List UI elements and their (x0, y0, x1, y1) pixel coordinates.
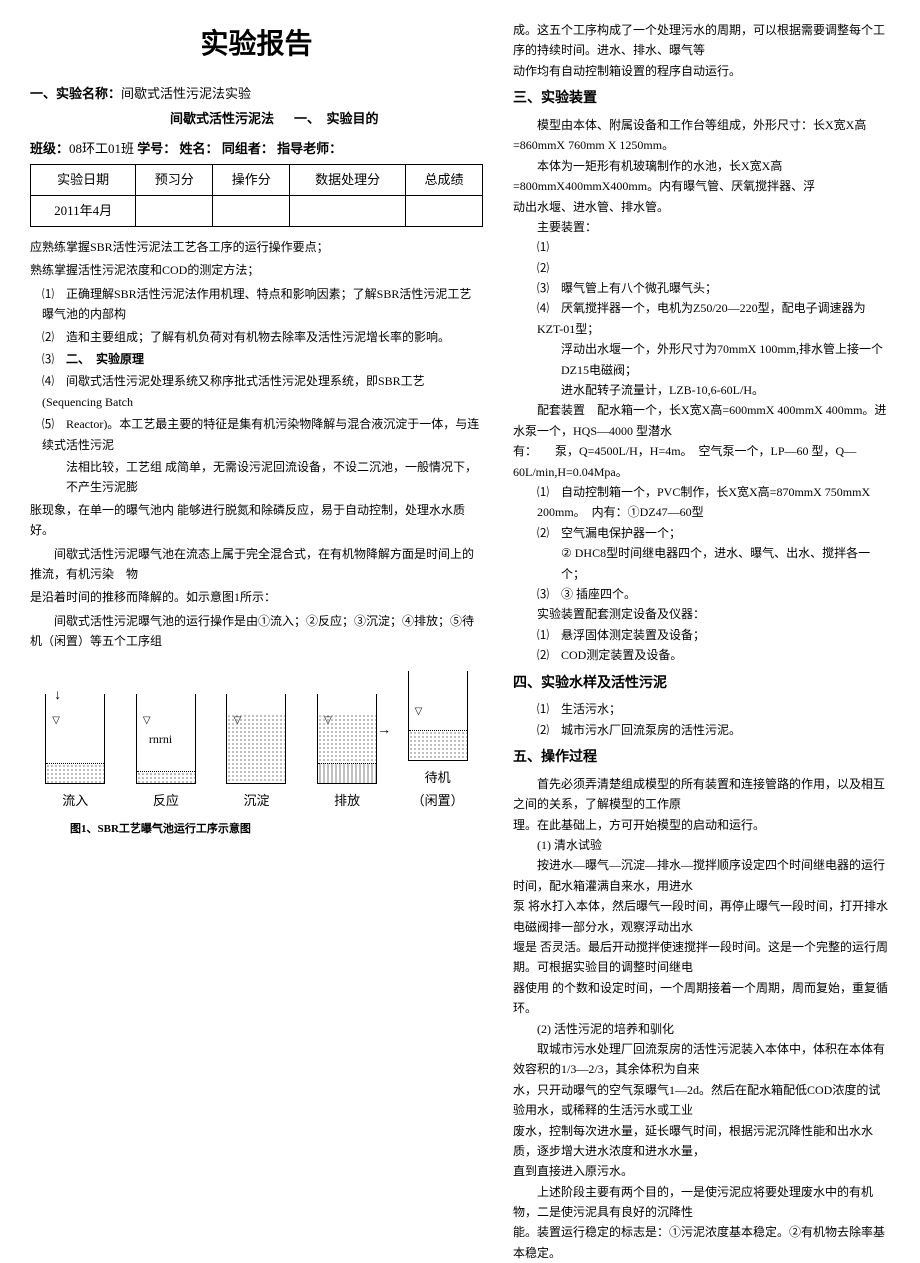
r-li5-2: ⑵空气漏电保护器一个； (537, 523, 890, 543)
r-p11b: 能。装置运行稳定的标志是：①污泥浓度基本稳定。②有机物去除率基本稳定。 (513, 1222, 890, 1263)
th-data: 数据处理分 (290, 164, 406, 195)
tank-react: ▽ rnrni (136, 694, 196, 784)
r-p1: 模型由本体、附属设备和工作台等组成，外形尺寸：长X宽X高=860mmX 760m… (513, 115, 890, 156)
th-date: 实验日期 (31, 164, 136, 195)
section-3: 三、实验装置 (513, 86, 890, 110)
subtitle-line: 间歇式活性污泥法 一、 实验目的 (30, 108, 483, 130)
tank-inflow: ↓ ▽ (45, 694, 105, 784)
numbered-3: ⑶二、 实验原理 (42, 349, 483, 369)
r-p0b: 动作均有自动控制箱设置的程序自动运行。 (513, 61, 890, 81)
r-li6-1: ⑴悬浮固体测定装置及设备； (537, 625, 890, 645)
experiment-name-line: 一、实验名称：间歇式活性污泥法实验 (30, 83, 483, 105)
numbered-5b: 法相比较，工艺组 成简单，无需设污泥回流设备，不设二沉池，一般情况下，不产生污泥… (66, 457, 483, 498)
numbered-4: ⑷间歇式活性污泥处理系统又称序批式活性污泥处理系统，即SBR工艺 (Sequen… (42, 371, 483, 412)
r-p10b: 水，只开动曝气的空气泵曝气1—2d。然后在配水箱配低COD浓度的试验用水，或稀释… (513, 1080, 890, 1121)
td-data (290, 195, 406, 226)
r-p2b: 动出水堰、进水管、排水管。 (513, 197, 890, 217)
r-p4a: 配套装置 配水箱一个，长X宽X高=600mmX 400mmX 400mm。进水泵… (513, 400, 890, 441)
r-p6: 首先必须弄清楚组成模型的所有装置和连接管路的作用，以及相互之间的关系，了解模型的… (513, 774, 890, 815)
r-p6b: 理。在此基础上，方可开始模型的启动和运行。 (513, 815, 890, 835)
para-principle-3: 是沿着时间的推移而降解的。如示意图1所示： (30, 587, 483, 607)
para-objective-2: 熟练掌握活性污泥浓度和COD的测定方法； (30, 260, 483, 280)
left-column: 实验报告 一、实验名称：间歇式活性污泥法实验 间歇式活性污泥法 一、 实验目的 … (30, 20, 503, 714)
tank-idle: ▽ (408, 671, 468, 761)
para-principle-1: 胀现象，在单一的曝气池内 能够进行脱氮和除磷反应，易于自动控制，处理水水质好。 (30, 500, 483, 541)
grade-table: 实验日期 预习分 操作分 数据处理分 总成绩 2011年4月 (30, 164, 483, 227)
student-info-row: 班级：08环工01班 学号： 姓名： 同组者： 指导老师： (30, 138, 483, 160)
r-p8b: 泵 将水打入本体，然后曝气一段时间，再停止曝气一段时间，打开排水电磁阀排一部分水… (513, 896, 890, 937)
r-li2: ⑵ (537, 258, 890, 278)
para-principle-2: 间歇式活性污泥曝气池在流态上属于完全混合式，在有机物降解方面是时间上的推流，有机… (30, 544, 483, 585)
r-li3: ⑶曝气管上有八个微孔曝气头； (537, 278, 890, 298)
r-p10c: 废水，控制每次进水量，延长曝气时间，根据污泥沉降性能和出水水质，逐步增大进水浓度… (513, 1121, 890, 1162)
r-p3: 主要装置： (513, 217, 890, 237)
r-p9: (2) 活性污泥的培养和驯化 (513, 1019, 890, 1039)
r-p8: 按进水—曝气—沉淀—排水—搅拌顺序设定四个时间继电器的运行时间，配水箱灌满自来水… (513, 855, 890, 896)
r-li4c: 进水配转子流量计，LZB-10,6-60L/H。 (561, 380, 890, 400)
r-li7-2: ⑵城市污水厂回流泵房的活性污泥。 (537, 720, 890, 740)
th-total: 总成绩 (405, 164, 482, 195)
td-operation (213, 195, 290, 226)
th-preview: 预习分 (136, 164, 213, 195)
r-li5-1: ⑴自动控制箱一个，PVC制作，长X宽X高=870mmX 750mmX 200mm… (537, 482, 890, 523)
tank-settle: ▽ (226, 694, 286, 784)
r-li5-3: ⑶③ 插座四个。 (537, 584, 890, 604)
r-p5: 实验装置配套测定设备及仪器： (513, 604, 890, 624)
right-column: 成。这五个工序构成了一个处理污水的周期，可以根据需要调整每个工序的持续时间。进水… (503, 20, 890, 714)
numbered-1: ⑴正确理解SBR活性污泥法作用机理、特点和影响因素；了解SBR活性污泥工艺曝气池… (42, 284, 483, 325)
r-li4: ⑷厌氧搅拌器一个，电机为Z50/20—220型，配电子调速器为KZT-01型； (537, 298, 890, 339)
r-p7: (1) 清水试验 (513, 835, 890, 855)
section-4: 四、实验水样及活性污泥 (513, 671, 890, 695)
r-p8d: 器使用 的个数和设定时间，一个周期接着一个周期，周而复始，重复循环。 (513, 978, 890, 1019)
r-li4b: 浮动出水堰一个，外形尺寸为70mmX 100mm,排水管上接一个DZ15电磁阀； (561, 339, 890, 380)
tank-diagram: ↓ ▽ 流入 ▽ rnrni 反应 ▽ 沉淀 ▽ → (30, 671, 483, 811)
main-title: 实验报告 (30, 20, 483, 68)
r-p10: 取城市污水处理厂回流泵房的活性污泥装入本体中，体积在本体有效容积的1/3—2/3… (513, 1039, 890, 1080)
r-p0: 成。这五个工序构成了一个处理污水的周期，可以根据需要调整每个工序的持续时间。进水… (513, 20, 890, 61)
r-li7-1: ⑴生活污水； (537, 699, 890, 719)
numbered-5: ⑸Reactor)。本工艺最主要的特征是集有机污染物降解与混合液沉淀于一体，与连… (42, 414, 483, 455)
r-p8c: 堰是 否灵活。最后开动搅拌使速搅拌一段时间。这是一个完整的运行周期。可根据实验目… (513, 937, 890, 978)
td-preview (136, 195, 213, 226)
th-operation: 操作分 (213, 164, 290, 195)
numbered-2: ⑵造和主要组成；了解有机负荷对有机物去除率及活性污泥增长率的影响。 (42, 327, 483, 347)
r-li6-2: ⑵COD测定装置及设备。 (537, 645, 890, 665)
tank-discharge: ▽ → (317, 694, 377, 784)
r-li1: ⑴ (537, 237, 890, 257)
td-date: 2011年4月 (31, 195, 136, 226)
para-objective-1: 应熟练掌握SBR活性污泥法工艺各工序的运行操作要点； (30, 237, 483, 257)
r-p2: 本体为一矩形有机玻璃制作的水池，长X宽X高=800mmX400mmX400mm。… (513, 156, 890, 197)
r-p10d: 直到直接进入原污水。 (513, 1161, 890, 1181)
diagram-caption: 图1、SBR工艺曝气池运行工序示意图 (70, 820, 483, 839)
r-p11: 上述阶段主要有两个目的，一是使污泥应将要处理废水中的有机物，二是使污泥具有良好的… (513, 1182, 890, 1223)
r-p4a2: 有： 泵，Q=4500L/H，H=4m。 空气泵一个，LP—60 型，Q—60L… (513, 441, 890, 482)
td-total (405, 195, 482, 226)
section-5: 五、操作过程 (513, 745, 890, 769)
r-li5-2b: ② DHC8型时间继电器四个，进水、曝气、出水、搅拌各一个； (561, 543, 890, 584)
para-principle-4: 间歇式活性污泥曝气池的运行操作是由①流入；②反应；③沉淀；④排放；⑤待机（闲置）… (30, 611, 483, 652)
